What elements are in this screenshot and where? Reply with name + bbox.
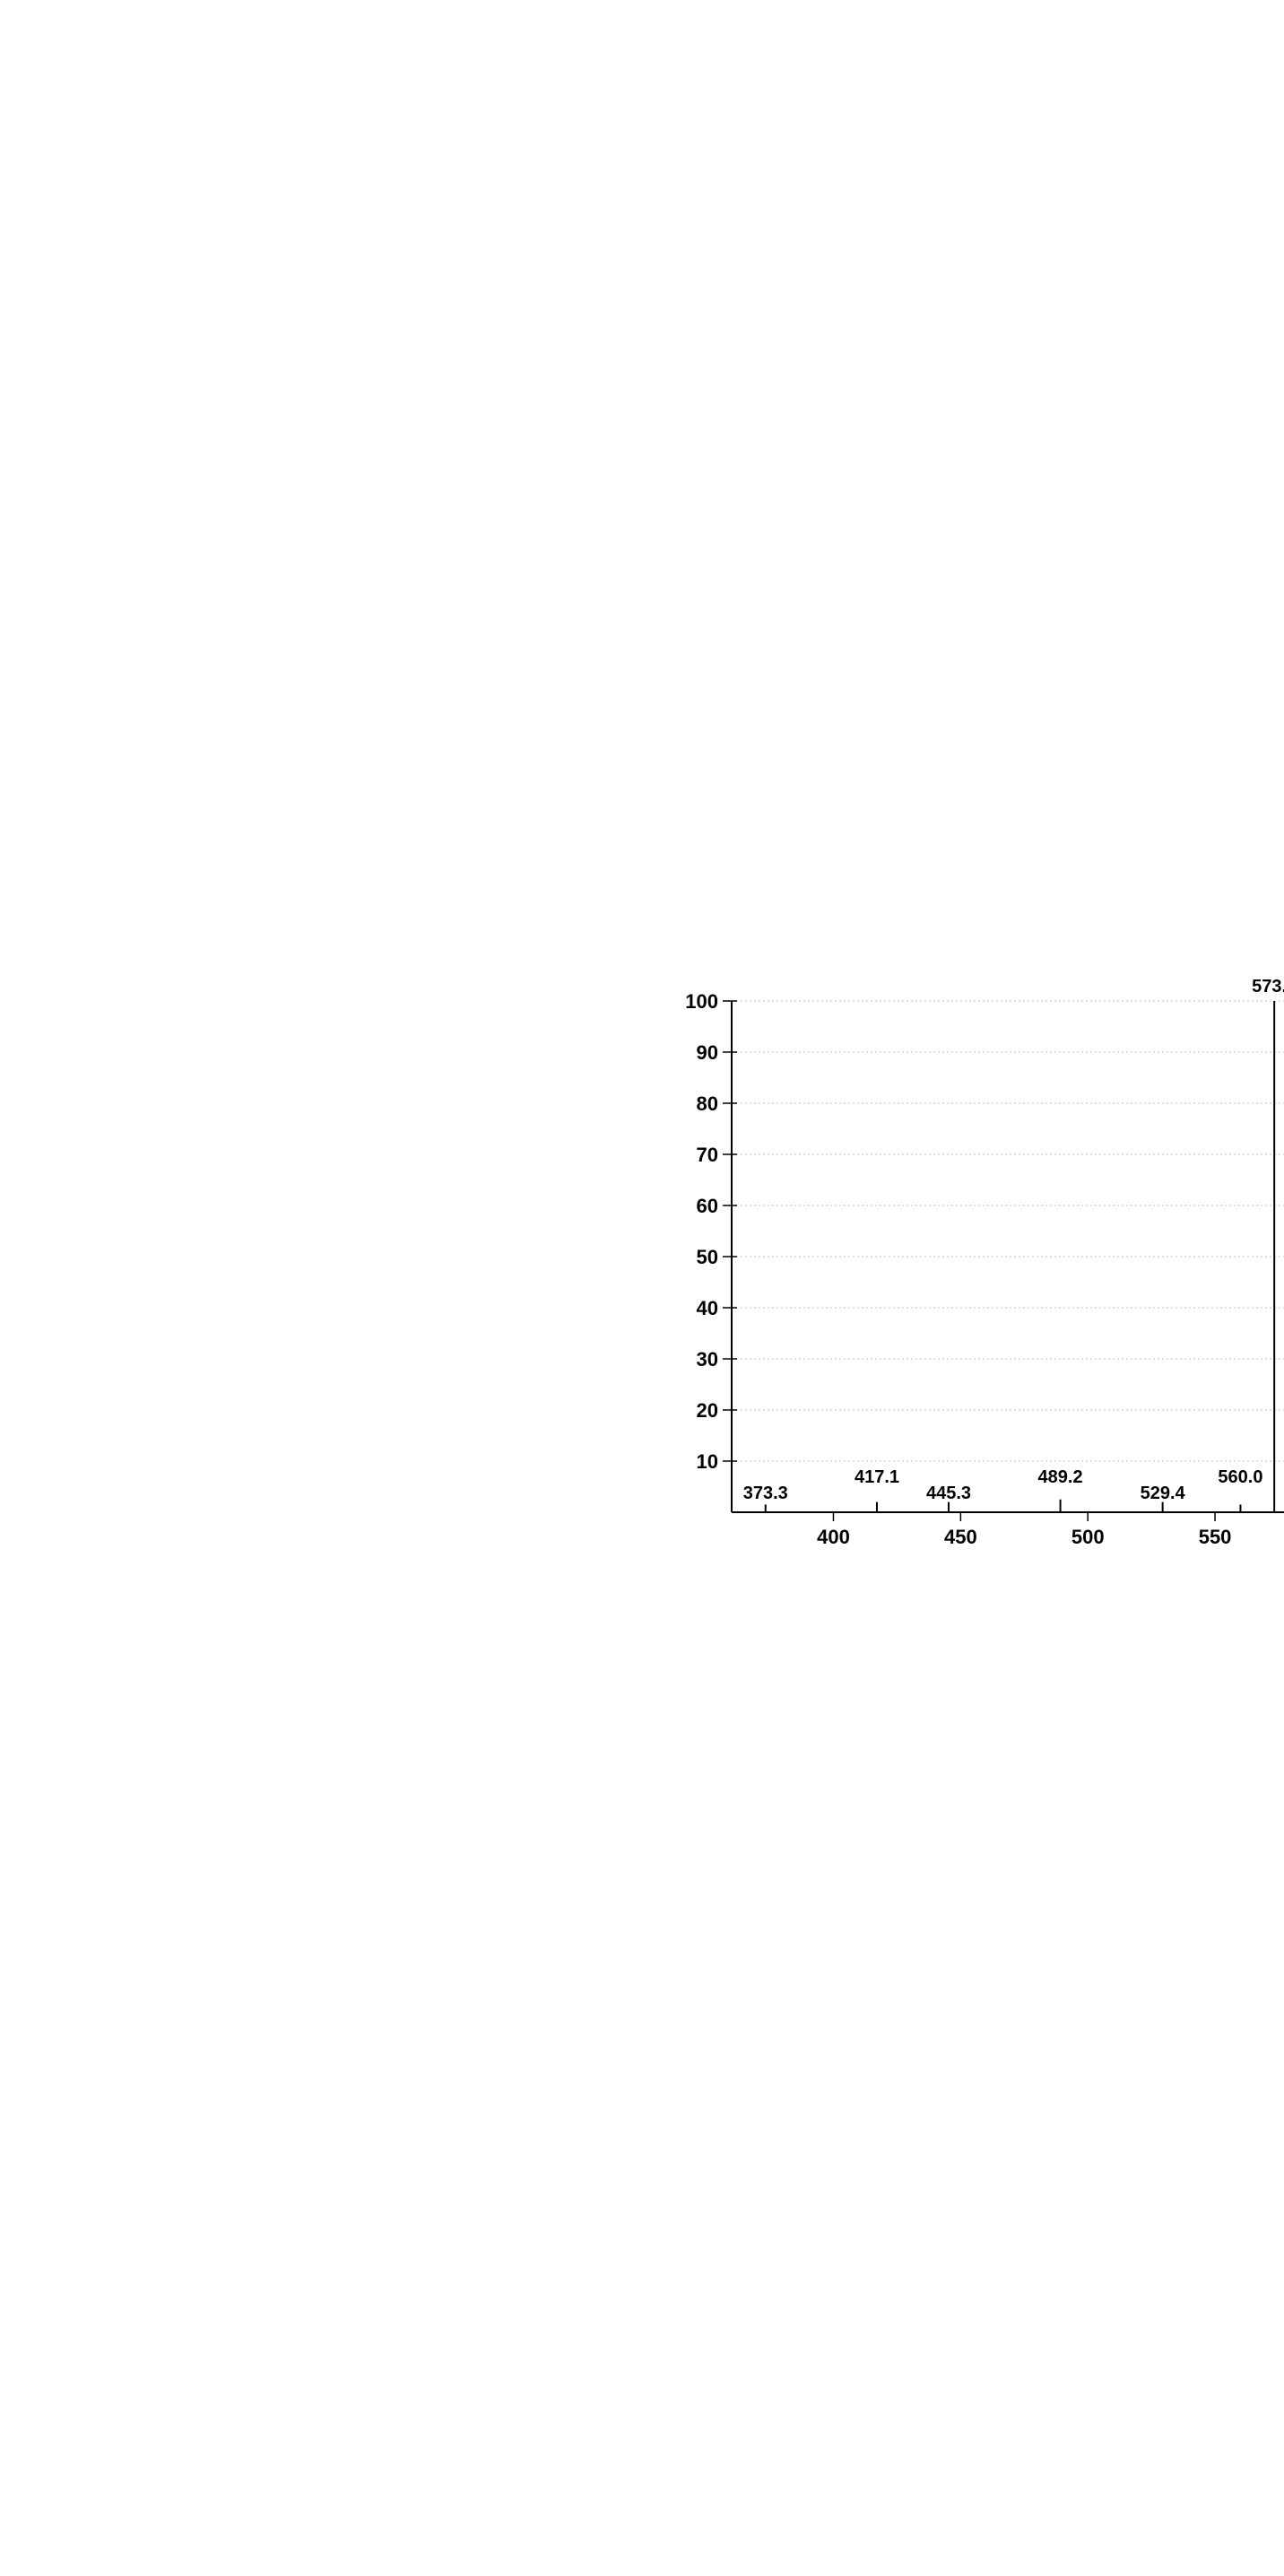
mass-spectrum-chart: 1020304050607080901004004505005506006507… <box>14 974 1270 1602</box>
x-tick-label: 550 <box>1199 1526 1232 1548</box>
y-tick-label: 60 <box>697 1195 718 1217</box>
x-tick-label: 500 <box>1071 1526 1105 1548</box>
peak-label: 573.3 <box>1252 977 1284 996</box>
y-tick-label: 20 <box>697 1399 718 1422</box>
peak-label: 529.4 <box>1141 1484 1186 1503</box>
y-tick-label: 80 <box>697 1092 718 1115</box>
spectrum-svg: 1020304050607080901004004505005506006507… <box>642 974 1284 1602</box>
peak-label: 560.0 <box>1218 1467 1262 1487</box>
peak-label: 445.3 <box>926 1484 971 1503</box>
peak-label: 417.1 <box>855 1467 899 1487</box>
y-tick-label: 70 <box>697 1144 718 1166</box>
y-tick-label: 100 <box>685 990 718 1013</box>
y-tick-label: 50 <box>697 1246 718 1268</box>
peak-label: 489.2 <box>1038 1467 1083 1487</box>
y-tick-label: 10 <box>697 1450 718 1473</box>
x-tick-label: 400 <box>817 1526 850 1548</box>
chart-wrapper: 1020304050607080901004004505005506006507… <box>642 974 1284 1602</box>
peak-label: 373.3 <box>743 1484 788 1503</box>
x-tick-label: 450 <box>944 1526 977 1548</box>
y-tick-label: 30 <box>697 1348 718 1371</box>
y-tick-label: 40 <box>697 1297 718 1319</box>
y-tick-label: 90 <box>697 1041 718 1064</box>
